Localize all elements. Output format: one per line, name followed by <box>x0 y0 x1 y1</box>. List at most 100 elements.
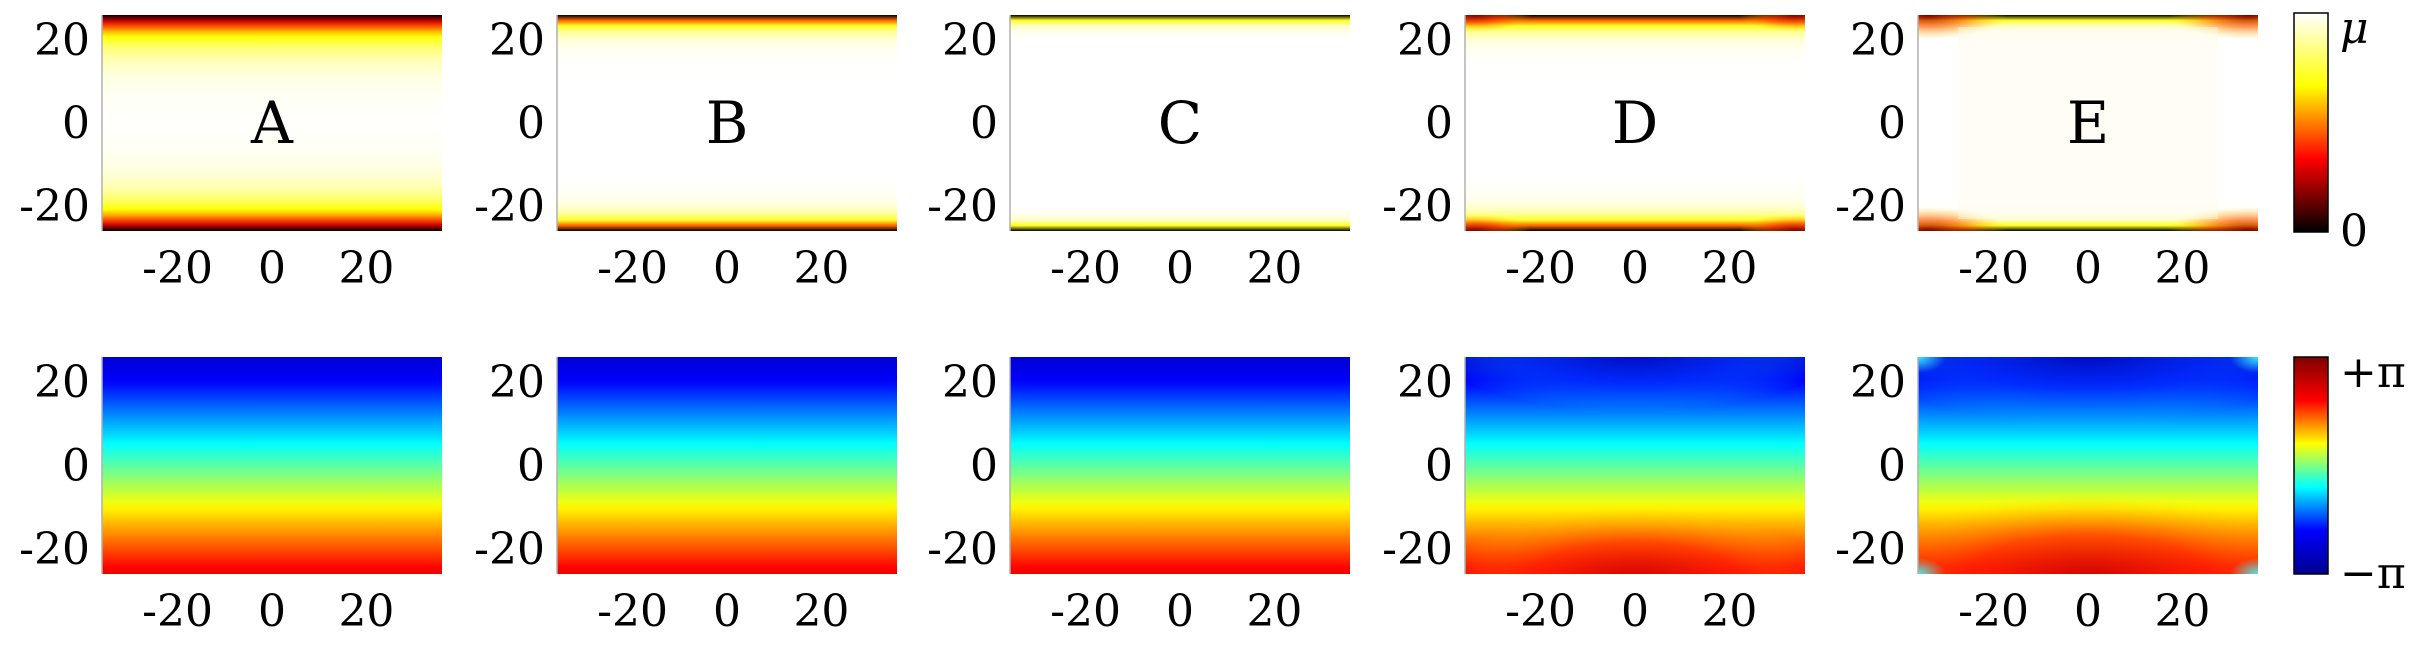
panel-label-c: C <box>1158 89 1202 157</box>
x-tick-label: -20 <box>1505 243 1576 294</box>
y-tick-label: 0 <box>970 441 998 492</box>
x-tick-label: 20 <box>1701 586 1757 637</box>
y-tick-label: -20 <box>1382 524 1453 575</box>
heatmap-panel-density-b: 20 0 -20 -20 0 20 B <box>474 15 897 294</box>
colorbar-density-bar <box>2293 12 2329 233</box>
colorbar-phase-bar <box>2293 356 2329 575</box>
y-tick-label: 0 <box>517 441 545 492</box>
x-tick-label: -20 <box>1505 586 1576 637</box>
y-tick-label: 0 <box>1425 98 1453 149</box>
x-tick-label: -20 <box>1050 586 1121 637</box>
panel-label-b: B <box>706 89 749 157</box>
y-tick-label: -20 <box>927 181 998 232</box>
phase-top-lobe <box>1465 357 1805 412</box>
x-tick-label: 20 <box>793 243 849 294</box>
density-field <box>1465 15 1805 231</box>
density-corner-shade <box>2168 207 2258 231</box>
density-field <box>102 15 442 231</box>
x-tick-label: -20 <box>597 586 668 637</box>
x-tick-label: 0 <box>713 586 741 637</box>
density-corner-shade <box>1739 214 1805 231</box>
panel-label-d: D <box>1612 89 1659 157</box>
y-tick-label: 20 <box>34 357 90 408</box>
y-tick-label: 0 <box>1425 441 1453 492</box>
y-tick-label: 0 <box>517 98 545 149</box>
y-tick-label: 20 <box>1850 15 1906 66</box>
y-tick-label: 20 <box>489 357 545 408</box>
x-tick-label: 0 <box>1621 586 1649 637</box>
x-tick-label: 20 <box>338 586 394 637</box>
x-tick-label: 20 <box>1246 586 1302 637</box>
heatmap-panel-density-e: 20 0 -20 -20 0 20 E <box>1835 15 2258 294</box>
colorbar-density-max-label: μ <box>2340 3 2369 54</box>
heatmap-panel-density-d: 20 0 -20 -20 0 20 D <box>1382 15 1805 294</box>
y-tick-label: 20 <box>34 15 90 66</box>
density-field <box>1918 15 2258 231</box>
panel-label-a: A <box>250 89 294 157</box>
density-corner-shade <box>1918 15 2008 39</box>
phase-field <box>1010 357 1350 574</box>
phase-corner-shade <box>1918 357 1946 373</box>
x-tick-label: -20 <box>597 243 668 294</box>
density-corner-shade <box>1918 207 2008 231</box>
heatmap-panel-density-c: 20 0 -20 -20 0 20 C <box>927 15 1350 294</box>
y-tick-label: -20 <box>1835 181 1906 232</box>
x-tick-label: 20 <box>338 243 394 294</box>
colorbar-phase-max-label: +π <box>2340 347 2406 398</box>
colorbar-density-min-label: 0 <box>2340 206 2368 257</box>
x-tick-label: 0 <box>2074 243 2102 294</box>
phase-field <box>102 357 442 574</box>
phase-corner-shade <box>1918 558 1946 574</box>
x-tick-label: 0 <box>258 243 286 294</box>
x-tick-label: -20 <box>1958 243 2029 294</box>
phase-corner-shade <box>2230 558 2258 574</box>
x-tick-label: 0 <box>2074 586 2102 637</box>
x-tick-label: 20 <box>2154 243 2210 294</box>
phase-corner-shade <box>2230 357 2258 373</box>
x-tick-label: -20 <box>142 586 213 637</box>
y-tick-label: 0 <box>62 441 90 492</box>
phase-bottom-lobe <box>1465 508 1805 574</box>
x-tick-label: 20 <box>1246 243 1302 294</box>
y-tick-label: -20 <box>19 524 90 575</box>
phase-field <box>557 357 897 574</box>
density-field <box>1010 15 1350 231</box>
colorbars: μ0+π−π <box>2293 3 2406 599</box>
y-tick-label: 0 <box>62 98 90 149</box>
x-tick-label: 20 <box>793 586 849 637</box>
x-tick-label: 0 <box>1621 243 1649 294</box>
colorbar-phase-min-label: −π <box>2340 548 2406 599</box>
density-field <box>557 15 897 231</box>
heatmap-panel-phase-c: 20 0 -20 -20 0 20 <box>927 357 1350 637</box>
colorbar-phase: +π −π <box>2293 347 2406 599</box>
x-tick-label: 20 <box>1701 243 1757 294</box>
y-tick-label: 20 <box>1850 357 1906 408</box>
heatmap-panel-phase-a: 20 0 -20 -20 0 20 <box>19 357 442 637</box>
y-tick-label: 20 <box>942 15 998 66</box>
heatmap-panel-phase-e: 20 0 -20 -20 0 20 <box>1835 357 2258 637</box>
y-tick-label: 20 <box>1397 15 1453 66</box>
phase-bottom-lobe <box>1918 494 2258 574</box>
x-tick-label: 0 <box>1166 586 1194 637</box>
x-tick-label: 20 <box>2154 586 2210 637</box>
y-tick-label: -20 <box>927 524 998 575</box>
heatmap-panel-density-a: 20 0 -20 -20 0 20 A <box>19 15 442 294</box>
x-tick-label: 0 <box>713 243 741 294</box>
density-corner-shade <box>1465 15 1531 32</box>
x-tick-label: -20 <box>142 243 213 294</box>
heatmap-panel-phase-d: 20 0 -20 -20 0 20 <box>1382 357 1805 637</box>
x-tick-label: 0 <box>258 586 286 637</box>
colorbar-density: μ0 <box>2293 3 2369 257</box>
heatmap-panel-phase-b: 20 0 -20 -20 0 20 <box>474 357 897 637</box>
x-tick-label: -20 <box>1050 243 1121 294</box>
y-tick-label: 0 <box>970 98 998 149</box>
y-tick-label: 0 <box>1878 441 1906 492</box>
density-corner-shade <box>2168 15 2258 39</box>
x-tick-label: 0 <box>1166 243 1194 294</box>
y-tick-label: -20 <box>474 524 545 575</box>
phase-top-lobe <box>1918 357 2258 424</box>
density-bulk <box>1958 27 2218 219</box>
y-tick-label: 20 <box>489 15 545 66</box>
